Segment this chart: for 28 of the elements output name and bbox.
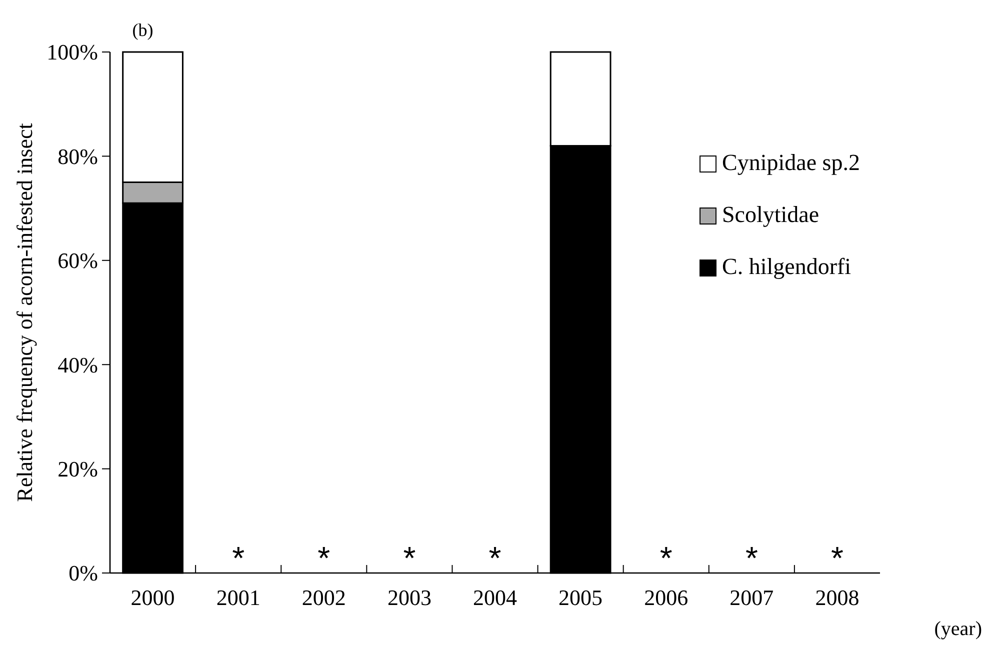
y-tick-label: 100% xyxy=(46,40,98,65)
annotation: * xyxy=(318,540,330,576)
x-tick-label: 2003 xyxy=(387,585,432,610)
y-tick-label: 40% xyxy=(58,352,98,378)
legend-label: Scolytidae xyxy=(722,202,820,227)
y-tick-label: 80% xyxy=(58,144,98,169)
x-tick-label: 2005 xyxy=(558,585,603,610)
legend-label: Cynipidae sp.2 xyxy=(722,150,860,175)
annotation: * xyxy=(745,540,758,576)
text: (year) xyxy=(934,618,982,640)
annotation: * xyxy=(232,540,245,576)
annotation: * xyxy=(660,540,672,576)
y-tick-label: 20% xyxy=(58,456,98,482)
text: (b) xyxy=(132,20,154,40)
annotation: * xyxy=(830,540,844,576)
annotation: * xyxy=(403,540,416,576)
x-tick-label: 2008 xyxy=(815,585,860,610)
y-tick-label: 60% xyxy=(58,248,98,274)
y-axis-title: Relative frequency of acorn-infested insect xyxy=(12,123,37,502)
x-tick-label: 2007 xyxy=(730,585,774,610)
x-tick-label: 2000 xyxy=(130,585,175,610)
x-tick-label: 2004 xyxy=(473,585,517,610)
x-tick-label: 2006 xyxy=(644,585,688,610)
legend-label: C. hilgendorfi xyxy=(722,254,852,279)
x-tick-label: 2002 xyxy=(302,585,346,610)
x-tick-label: 2001 xyxy=(216,585,260,610)
y-tick-label: 0% xyxy=(68,560,98,586)
annotation: * xyxy=(488,540,502,576)
